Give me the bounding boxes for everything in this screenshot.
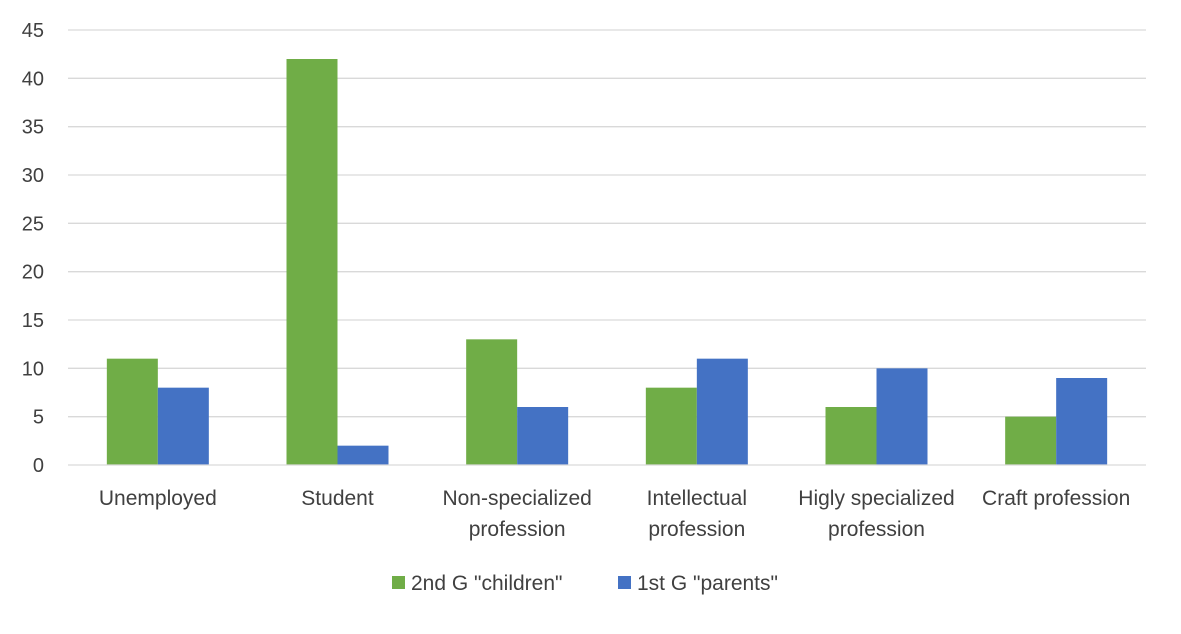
- bar-parents: [337, 445, 389, 465]
- y-tick-label: 25: [22, 213, 44, 235]
- y-axis-ticks: 0 5 10 15 20 25 30 35 40 45: [22, 20, 44, 477]
- y-tick-label: 20: [22, 262, 44, 284]
- y-tick-label: 30: [22, 165, 44, 187]
- bar-parents: [696, 358, 748, 465]
- bar-parents: [157, 387, 209, 465]
- legend-label: 1st G "parents": [637, 572, 778, 595]
- bar-children: [106, 358, 158, 465]
- x-tick-label: profession: [648, 518, 745, 541]
- bar-parents: [517, 407, 569, 465]
- bar-children: [1005, 416, 1057, 465]
- gridlines: [68, 29, 1146, 418]
- y-tick-label: 45: [22, 20, 44, 42]
- x-tick-label: Non-specialized: [442, 487, 591, 510]
- legend: 2nd G "children" 1st G "parents": [392, 572, 778, 595]
- bar-children: [825, 407, 877, 465]
- x-tick-label: Unemployed: [99, 487, 217, 510]
- bar-parents: [876, 368, 928, 465]
- legend-label: 2nd G "children": [411, 572, 563, 595]
- y-tick-label: 0: [33, 455, 44, 477]
- y-tick-label: 40: [22, 68, 44, 90]
- bar-children: [286, 59, 338, 465]
- bars: [106, 59, 1108, 465]
- y-tick-label: 35: [22, 117, 44, 139]
- x-tick-label: Intellectual: [647, 487, 747, 510]
- x-tick-label: Higly specialized: [798, 487, 954, 510]
- x-tick-label: Student: [301, 487, 374, 510]
- legend-swatch: [392, 576, 405, 589]
- bar-parents: [1056, 378, 1108, 465]
- x-tick-label: profession: [828, 518, 925, 541]
- x-tick-label: Craft profession: [982, 487, 1130, 510]
- x-axis-labels: Unemployed Student Non-specialized professi…: [99, 487, 1130, 541]
- bar-children: [645, 387, 697, 465]
- bar-children: [466, 339, 518, 465]
- y-tick-label: 15: [22, 310, 44, 332]
- y-tick-label: 10: [22, 358, 44, 380]
- x-tick-label: profession: [469, 518, 566, 541]
- y-tick-label: 5: [33, 407, 44, 429]
- legend-swatch: [618, 576, 631, 589]
